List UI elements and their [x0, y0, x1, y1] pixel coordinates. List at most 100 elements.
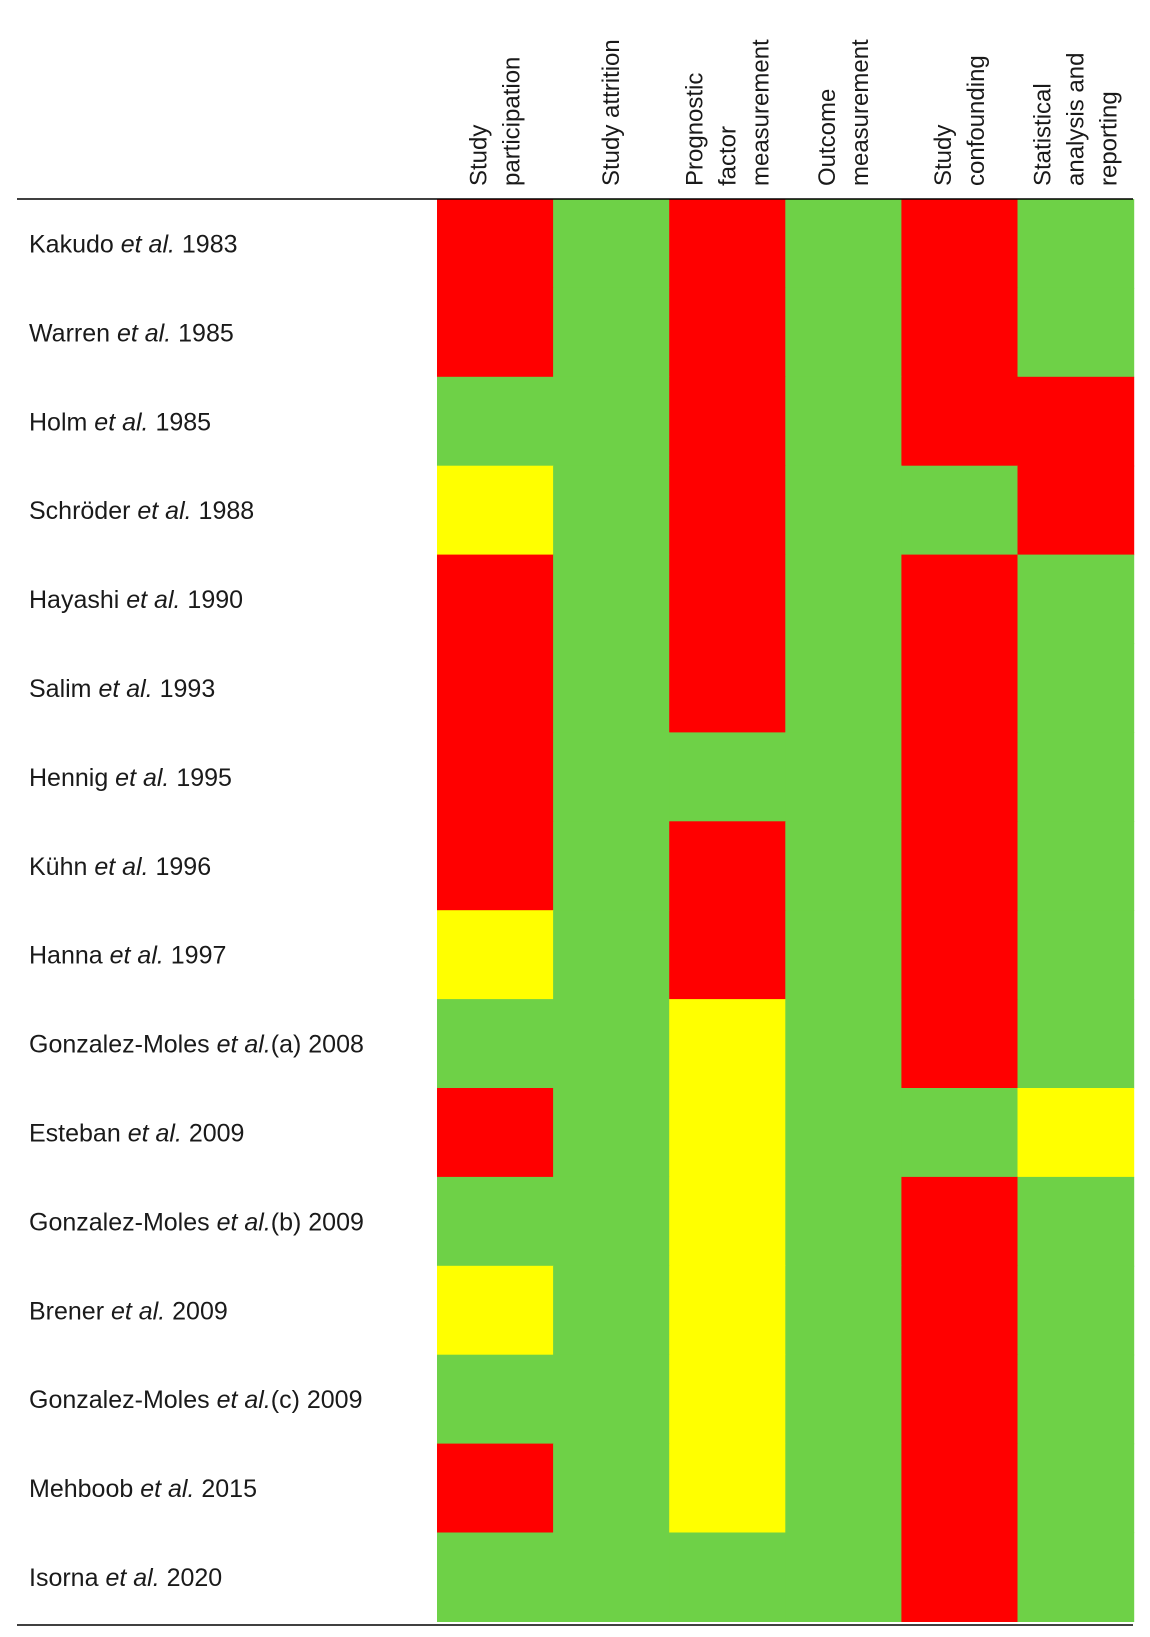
study-year: (a) 2008: [271, 1031, 364, 1059]
study-etal: et al.: [217, 1031, 271, 1059]
study-year: 1985: [171, 319, 234, 347]
study-year: 1995: [169, 764, 232, 792]
heatmap-cell: [901, 643, 1019, 733]
heatmap-cell: [1017, 1176, 1135, 1267]
heatmap-cell: [553, 910, 670, 1000]
study-etal: et al.: [121, 230, 175, 258]
heatmap-cell: [437, 465, 554, 556]
heatmap-cell: [785, 910, 902, 1000]
study-etal: et al.: [94, 408, 148, 436]
column-header-line: analysis and: [1063, 53, 1090, 186]
heatmap-cell: [785, 1443, 902, 1534]
study-label: Gonzalez-Moles et al.(b) 2009: [29, 1208, 364, 1236]
heatmap-cell: [437, 910, 554, 1000]
column-header-line: Study: [466, 125, 493, 186]
heatmap-cell: [553, 1443, 670, 1534]
heatmap-cell: [669, 643, 786, 733]
study-author: Isorna: [29, 1564, 105, 1592]
study-year: 1985: [149, 408, 212, 436]
heatmap-cell: [437, 287, 554, 378]
study-author: Esteban: [29, 1120, 128, 1148]
study-author: Schröder: [29, 497, 137, 525]
heatmap-cell: [553, 643, 670, 733]
study-author: Hanna: [29, 942, 110, 970]
heatmap-cell: [785, 376, 902, 467]
column-header-line: confounding: [963, 55, 990, 186]
heatmap-cell: [553, 1265, 670, 1356]
study-author: Mehboob: [29, 1475, 140, 1503]
study-author: Gonzalez-Moles: [29, 1208, 217, 1236]
heatmap-cell: [901, 1176, 1019, 1267]
heatmap-cell: [669, 821, 786, 911]
study-year: 1997: [164, 942, 227, 970]
column-header-line: Study: [930, 125, 957, 186]
heatmap-cell: [1017, 376, 1135, 467]
study-author: Kühn: [29, 853, 94, 881]
heatmap-cell: [669, 1354, 786, 1445]
heatmap-cell: [553, 376, 670, 467]
heatmap-cell: [553, 1354, 670, 1445]
heatmap-cells: [437, 199, 1135, 1622]
heatmap-cell: [1017, 1532, 1135, 1622]
heatmap-cell: [437, 1354, 554, 1445]
study-year: 1990: [180, 586, 243, 614]
heatmap-cell: [553, 821, 670, 911]
study-author: Gonzalez-Moles: [29, 1031, 217, 1059]
heatmap-cell: [901, 1532, 1019, 1622]
column-header-line: Prognostic: [681, 73, 708, 186]
study-etal: et al.: [217, 1208, 271, 1236]
study-etal: et al.: [110, 942, 164, 970]
study-label: Esteban et al. 2009: [29, 1120, 244, 1148]
column-header-line: reporting: [1096, 91, 1123, 186]
study-label: Hayashi et al. 1990: [29, 586, 243, 614]
heatmap-cell: [1017, 1265, 1135, 1356]
heatmap-cell: [1017, 910, 1135, 1000]
study-label: Kühn et al. 1996: [29, 853, 211, 881]
heatmap-cell: [553, 554, 670, 645]
heatmap-cell: [669, 999, 786, 1089]
study-year: 2015: [194, 1475, 257, 1503]
study-etal: et al.: [140, 1475, 194, 1503]
heatmap-cell: [437, 643, 554, 733]
study-etal: et al.: [217, 1386, 271, 1414]
column-header-line: Study attrition: [598, 39, 625, 186]
heatmap-cell: [437, 1265, 554, 1356]
heatmap-cell: [901, 999, 1019, 1089]
study-author: Brener: [29, 1297, 111, 1325]
study-author: Holm: [29, 408, 94, 436]
column-header-line: participation: [499, 57, 526, 186]
study-etal: et al.: [115, 764, 169, 792]
study-author: Gonzalez-Moles: [29, 1386, 217, 1414]
heatmap-cell: [553, 999, 670, 1089]
heatmap-cell: [785, 1354, 902, 1445]
study-year: 1996: [149, 853, 212, 881]
heatmap-cell: [901, 199, 1019, 289]
heatmap-cell: [785, 287, 902, 378]
study-label: Salim et al. 1993: [29, 675, 215, 703]
study-label: Kakudo et al. 1983: [29, 230, 238, 258]
study-label: Gonzalez-Moles et al.(a) 2008: [29, 1031, 364, 1059]
heatmap-cell: [437, 821, 554, 911]
heatmap-cell: [901, 910, 1019, 1000]
heatmap-cell: [437, 732, 554, 822]
column-header-line: factor: [714, 126, 741, 186]
study-year: 2009: [182, 1120, 245, 1148]
heatmap-cell: [901, 732, 1019, 822]
column-header-line: Statistical: [1030, 83, 1057, 186]
study-label: Isorna et al. 2020: [29, 1564, 222, 1592]
study-etal: et al.: [111, 1297, 165, 1325]
heatmap-cell: [669, 465, 786, 556]
column-header-line: measurement: [847, 39, 874, 186]
heatmap-cell: [553, 465, 670, 556]
heatmap-cell: [1017, 1443, 1135, 1534]
heatmap-cell: [553, 732, 670, 822]
study-year: 1993: [153, 675, 216, 703]
study-label: Brener et al. 2009: [29, 1297, 228, 1325]
study-author: Kakudo: [29, 230, 121, 258]
heatmap-cell: [669, 287, 786, 378]
study-year: 1983: [175, 230, 238, 258]
heatmap-cell: [785, 199, 902, 289]
study-author: Hayashi: [29, 586, 126, 614]
